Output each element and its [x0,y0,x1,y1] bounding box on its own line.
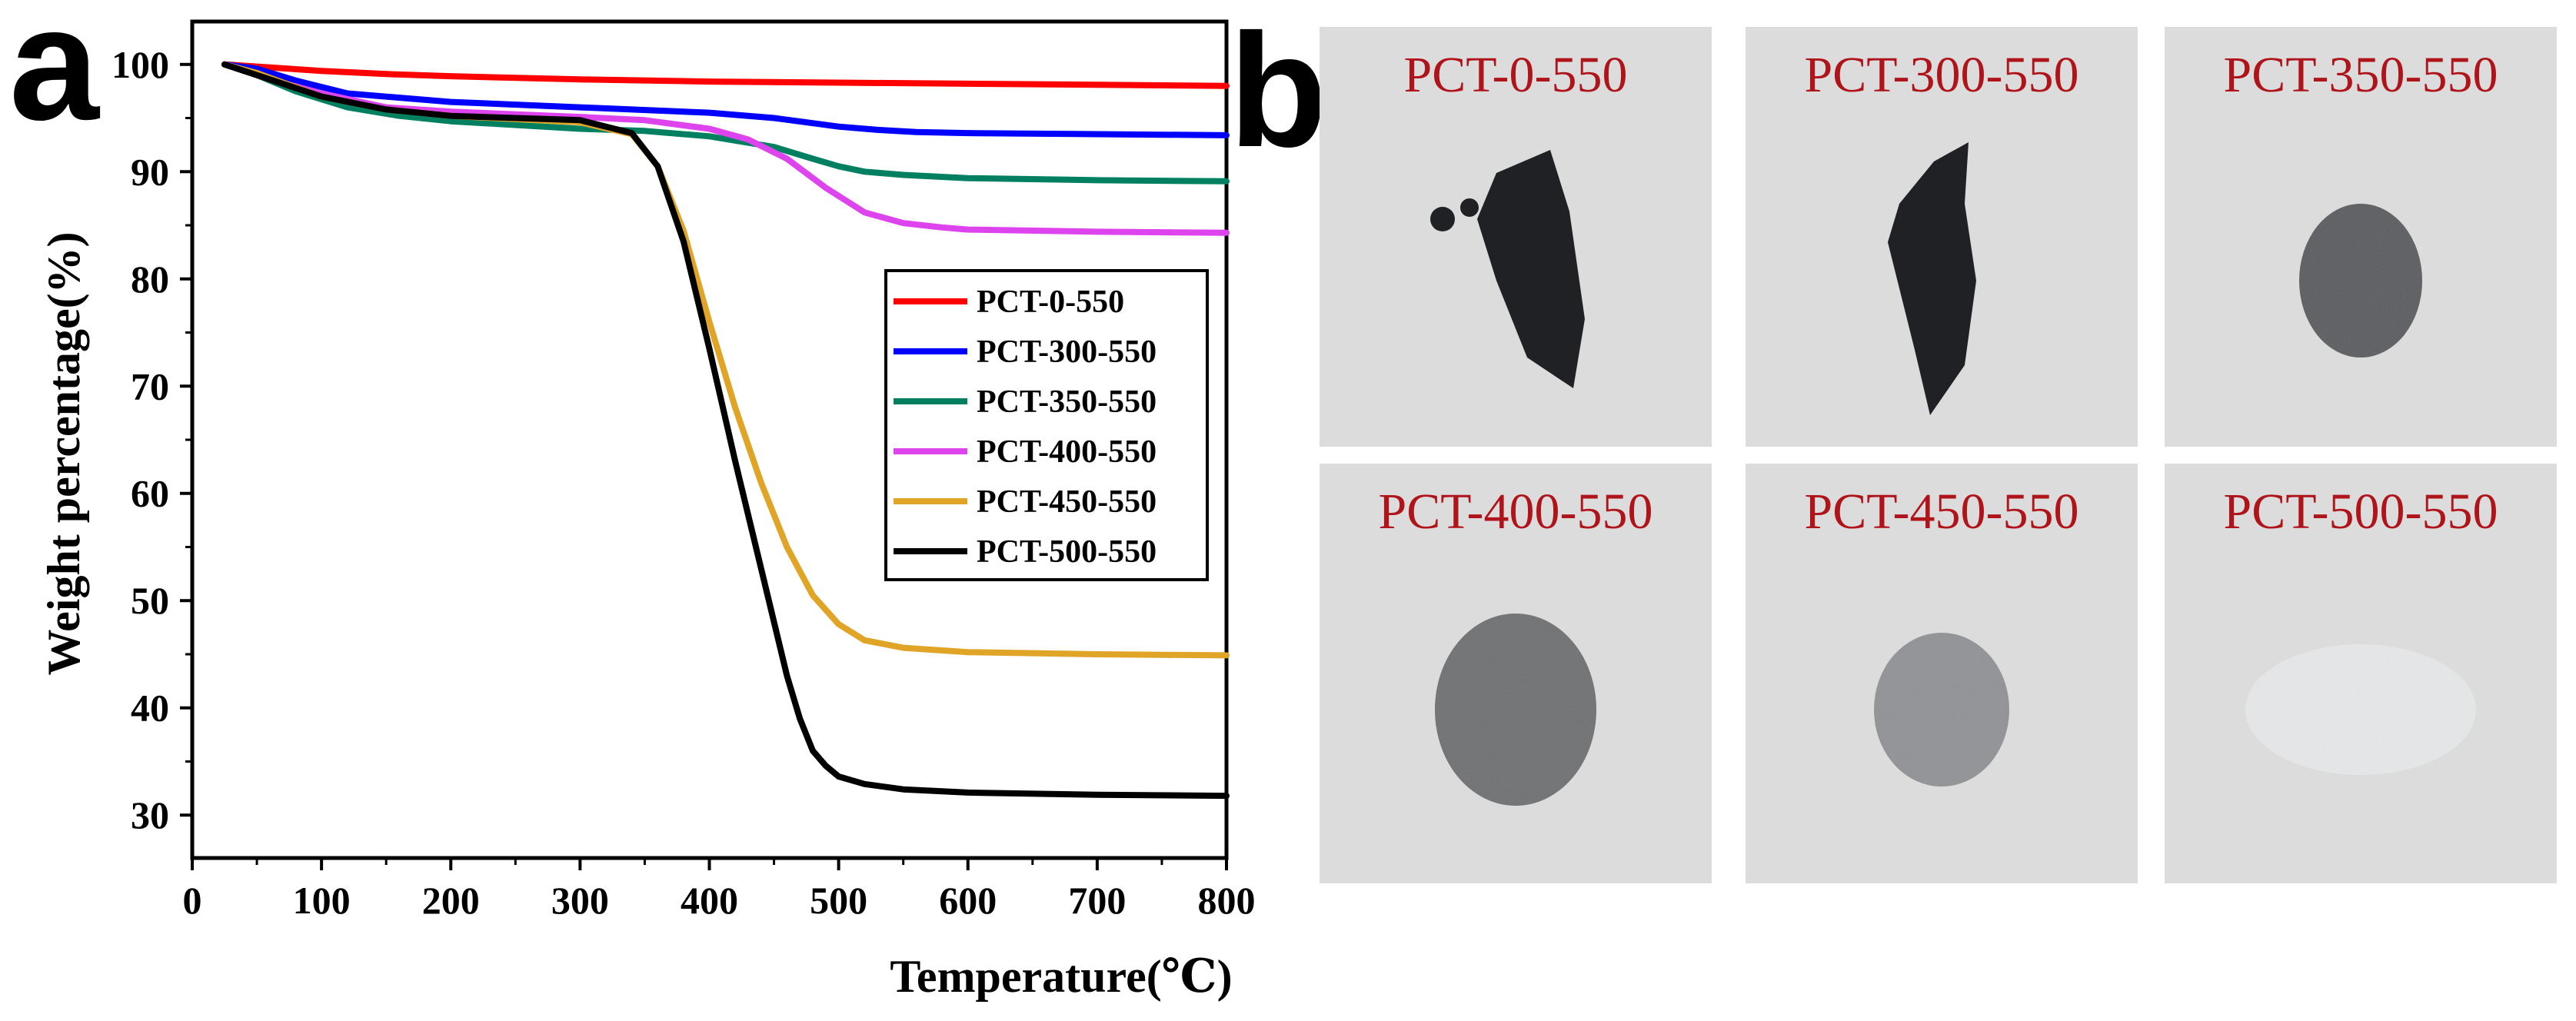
sample-texture [1435,614,1596,806]
sample-fleck [1430,207,1455,231]
legend-label: PCT-400-550 [977,434,1157,470]
legend-box [884,269,1209,581]
y-tick-label: 50 [131,579,169,622]
series-line-pct-500-550 [221,61,1230,800]
legend-label: PCT-350-550 [977,384,1157,420]
y-tick-label: 40 [131,687,169,730]
x-tick-label: 500 [810,879,867,922]
series-line-pct-350-550 [221,61,1230,185]
series-line-pct-0-550 [221,61,1230,89]
x-tick-label: 300 [551,879,609,922]
photo-label: PCT-500-550 [2224,484,2498,540]
photo-label: PCT-350-550 [2224,47,2498,103]
legend-label: PCT-500-550 [977,534,1157,570]
photo-label: PCT-0-550 [1404,47,1628,103]
sample-texture [2245,644,2476,775]
series-line-pct-400-550 [221,61,1230,236]
sample-fleck [1460,198,1479,217]
y-axis-label: Weight percentage(%) [38,231,89,675]
series-layer [221,61,1230,800]
photo-pct-300-550: PCT-300-550 [1746,27,2138,447]
legend: PCT-0-550 PCT-300-550 PCT-350-550 PCT-400-5… [884,269,1209,581]
x-tick-label: 400 [681,879,738,922]
y-tick-label: 80 [131,258,169,301]
y-tick-label: 60 [131,472,169,515]
y-tick-label: 30 [131,793,169,836]
photo-label: PCT-300-550 [1805,47,2079,103]
panel-a-letter: a [9,0,101,154]
ticks-layer: 0 100 200 300 400 500 600 700 800 30 40 50 60 70 80 90 1… [111,43,1256,922]
legend-label: PCT-450-550 [977,484,1157,520]
panel-b-letter: b [1229,0,1327,181]
sample-texture [2299,204,2422,358]
photo-pct-450-550: PCT-450-550 [1746,464,2138,883]
photo-pct-0-550: PCT-0-550 [1320,27,1712,447]
x-axis-label: Temperature(℃) [890,951,1232,1002]
tga-chart: 0 100 200 300 400 500 600 700 800 30 40 50 60 70 80 90 1… [38,19,1256,1002]
legend-items: PCT-0-550 PCT-300-550 PCT-350-550 PCT-400-5… [894,284,1157,570]
photo-grid: PCT-0-550 PCT-300-550 PCT-350-550 PCT-400-5… [1320,27,2557,883]
x-tick-label: 0 [183,879,202,922]
y-tick-label: 100 [111,43,169,86]
x-tick-label: 800 [1198,879,1256,922]
legend-label: PCT-300-550 [977,334,1157,370]
y-tick-label: 70 [131,364,169,407]
x-tick-label: 700 [1068,879,1126,922]
x-tick-label: 100 [293,879,351,922]
y-tick-label: 90 [131,150,169,193]
photo-label: PCT-400-550 [1379,484,1653,540]
sample-texture [1874,633,2009,787]
photo-pct-500-550: PCT-500-550 [2165,464,2557,883]
photo-pct-350-550: PCT-350-550 [2165,27,2557,447]
legend-label: PCT-0-550 [977,284,1124,320]
photo-pct-400-550: PCT-400-550 [1320,464,1712,883]
x-tick-label: 200 [422,879,480,922]
photo-label: PCT-450-550 [1805,484,2079,540]
sample-powder [1888,142,1976,415]
x-tick-label: 600 [939,879,997,922]
series-line-pct-300-550 [221,61,1230,138]
sample-powder [1477,150,1585,388]
